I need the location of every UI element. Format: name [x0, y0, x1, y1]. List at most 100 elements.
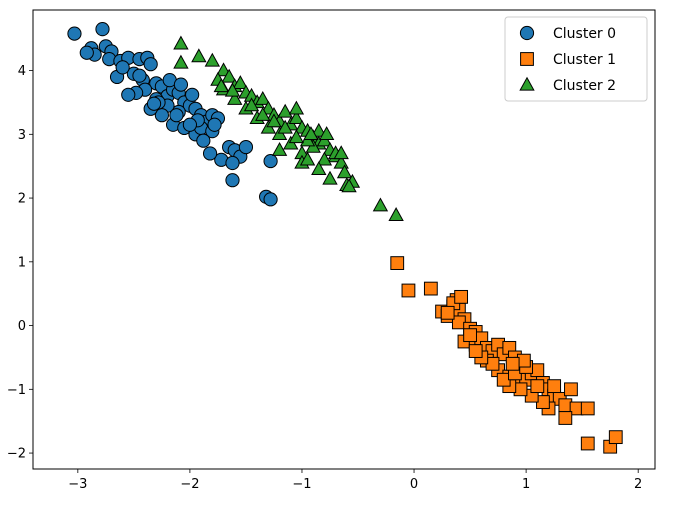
data-point: [132, 68, 147, 83]
data-point: [316, 151, 333, 166]
data-point: [463, 328, 477, 343]
legend-marker: [519, 25, 535, 41]
data-point: [202, 146, 218, 161]
series-1: [390, 256, 623, 454]
data-point: [213, 78, 229, 93]
data-point: [207, 117, 222, 132]
data-point: [67, 26, 82, 41]
legend-label: Cluster 1: [553, 52, 616, 68]
x-tick-label: −1: [292, 477, 311, 492]
x-tick-label: −2: [180, 477, 199, 492]
data-point: [238, 139, 254, 155]
data-point: [225, 173, 240, 188]
y-tick-label: 4: [18, 64, 26, 79]
data-point: [440, 305, 455, 320]
y-tick-label: 2: [18, 192, 26, 207]
data-point: [227, 91, 243, 105]
legend-item: Cluster 1: [520, 52, 616, 68]
data-point: [95, 22, 110, 37]
data-point: [303, 126, 319, 140]
series-0: [67, 22, 278, 207]
y-tick-label: 1: [18, 255, 26, 270]
data-point: [173, 35, 189, 50]
data-point: [333, 145, 349, 160]
data-point: [173, 77, 189, 92]
y-tick-label: 3: [18, 128, 26, 143]
data-point: [263, 192, 278, 207]
legend-label: Cluster 0: [553, 26, 616, 42]
data-point: [121, 87, 136, 102]
data-point: [146, 96, 162, 111]
data-point: [311, 161, 327, 176]
data-point: [288, 100, 305, 115]
data-point: [311, 122, 327, 137]
y-tick-label: 0: [18, 319, 26, 334]
data-point: [277, 119, 293, 134]
legend-label: Cluster 2: [553, 78, 616, 94]
series-2: [173, 35, 404, 221]
data-point: [530, 379, 545, 394]
data-point: [580, 436, 595, 451]
data-point: [255, 106, 271, 121]
y-tick-label: −1: [7, 383, 26, 398]
x-tick-label: 1: [522, 477, 530, 492]
axis-ticks: −3 −2 −1 0 1 2 −2 −1 0 1 2 3 4: [7, 64, 643, 492]
data-point: [423, 281, 438, 296]
x-tick-label: −3: [68, 477, 87, 492]
data-point: [547, 379, 562, 394]
data-point: [191, 48, 207, 63]
data-point: [454, 289, 469, 304]
data-point: [322, 170, 338, 185]
legend-box: [504, 16, 648, 102]
data-point: [401, 283, 416, 298]
data-point: [468, 344, 483, 358]
data-point: [299, 151, 316, 166]
data-point: [204, 52, 221, 67]
data-point: [580, 401, 595, 416]
data-point: [115, 60, 130, 75]
data-point: [388, 207, 404, 221]
data-marks: [67, 22, 623, 454]
data-point: [318, 126, 335, 140]
x-tick-label: 0: [410, 477, 418, 492]
data-point: [182, 117, 198, 132]
legend: Cluster 0 Cluster 1 Cluster 2: [504, 16, 648, 102]
legend-item: Cluster 2: [519, 76, 616, 94]
data-point: [266, 113, 282, 128]
data-point: [277, 103, 293, 118]
data-point: [564, 382, 578, 397]
data-point: [196, 133, 211, 148]
data-point: [79, 45, 94, 60]
legend-item: Cluster 0: [519, 25, 616, 42]
data-point: [263, 153, 278, 169]
data-point: [336, 164, 353, 179]
axes-border: [32, 9, 656, 470]
data-point: [271, 142, 288, 156]
data-point: [225, 155, 240, 171]
data-point: [288, 110, 305, 125]
y-tick-label: −2: [7, 447, 26, 462]
x-tick-label: 2: [634, 477, 642, 492]
data-point: [169, 108, 184, 123]
data-point: [558, 411, 573, 425]
data-point: [608, 430, 623, 445]
data-point: [288, 129, 305, 144]
data-point: [505, 356, 520, 371]
data-point: [390, 256, 405, 270]
data-point: [232, 75, 249, 89]
data-point: [372, 197, 389, 212]
data-point: [221, 68, 237, 83]
data-point: [260, 100, 277, 115]
data-point: [143, 57, 158, 72]
legend-marker: [520, 52, 534, 66]
data-point: [224, 82, 241, 97]
axes-frame: [32, 9, 656, 470]
data-point: [173, 54, 189, 69]
data-point: [243, 97, 260, 112]
data-point: [341, 178, 357, 193]
data-point: [185, 87, 200, 102]
data-point: [255, 91, 271, 105]
legend-marker: [519, 76, 535, 91]
data-point: [215, 62, 232, 77]
